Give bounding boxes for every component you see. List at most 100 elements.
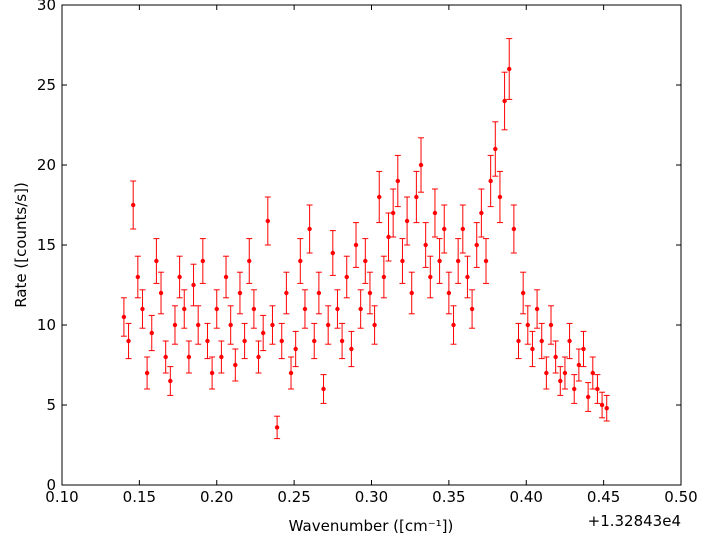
data-point <box>158 290 164 296</box>
data-point <box>233 362 238 368</box>
data-point <box>205 338 210 344</box>
data-point <box>418 162 424 168</box>
data-point <box>363 258 368 264</box>
data-point <box>386 234 391 240</box>
data-point <box>381 274 387 280</box>
x-axis-label: Wavenumber ([cm⁻¹]) <box>289 517 454 535</box>
data-point <box>590 370 595 376</box>
data-point <box>585 394 591 400</box>
data-point <box>172 322 178 328</box>
data-point <box>534 306 540 312</box>
data-point <box>321 386 326 392</box>
data-point <box>330 250 336 256</box>
data-point <box>339 338 345 344</box>
data-point <box>191 282 196 288</box>
data-point <box>195 322 201 328</box>
data-point <box>200 258 206 264</box>
data-point <box>465 274 470 280</box>
data-point <box>483 258 489 264</box>
y-tick-label: 15 <box>37 236 56 254</box>
data-point <box>372 322 377 328</box>
x-tick-label: 0.50 <box>664 488 697 506</box>
data-point <box>442 226 447 232</box>
data-point <box>260 330 266 336</box>
data-point <box>325 322 331 328</box>
data-point <box>572 386 577 392</box>
data-point <box>581 346 586 352</box>
data-point <box>437 258 442 264</box>
data-point <box>121 314 127 320</box>
data-point <box>349 346 354 352</box>
x-tick-label: 0.20 <box>200 488 233 506</box>
data-point <box>599 402 605 408</box>
data-point <box>126 338 131 344</box>
data-point <box>242 338 247 344</box>
data-point <box>270 322 275 328</box>
data-point <box>288 370 294 376</box>
data-point <box>539 338 544 344</box>
data-point <box>400 258 405 264</box>
data-point <box>298 258 303 264</box>
data-point <box>168 378 173 384</box>
y-tick-label: 25 <box>37 76 56 94</box>
data-point <box>228 322 233 328</box>
data-point <box>219 354 224 360</box>
x-tick-label: 0.40 <box>510 488 543 506</box>
data-point <box>274 425 280 430</box>
x-tick-label: 0.45 <box>587 488 620 506</box>
x-tick-label: 0.30 <box>355 488 388 506</box>
data-point <box>135 274 141 280</box>
data-point <box>247 258 252 264</box>
y-tick-label: 20 <box>37 156 56 174</box>
x-offset-label: +1.32843e4 <box>588 512 681 530</box>
data-point <box>502 98 507 104</box>
data-point <box>353 242 359 248</box>
data-point <box>455 258 461 264</box>
data-point <box>553 354 558 360</box>
data-point <box>256 354 261 360</box>
data-point <box>186 354 192 360</box>
data-point <box>530 346 535 352</box>
data-point <box>479 210 484 216</box>
data-point <box>367 290 373 296</box>
data-point <box>163 354 168 360</box>
data-point <box>409 290 414 296</box>
data-point <box>284 290 289 296</box>
data-point <box>154 258 159 264</box>
data-point <box>460 226 466 232</box>
data-point <box>516 338 521 344</box>
data-point <box>474 242 479 248</box>
y-axis-label: Rate ([counts/s]) <box>12 182 30 308</box>
data-point <box>223 274 229 280</box>
data-point <box>511 226 517 232</box>
data-point <box>377 194 382 200</box>
data-point <box>428 274 433 280</box>
data-point <box>423 242 428 248</box>
data-point <box>335 306 340 312</box>
data-point <box>265 218 271 224</box>
data-point <box>358 306 363 312</box>
data-point <box>576 362 582 368</box>
x-tick-label: 0.25 <box>277 488 310 506</box>
y-tick-label: 5 <box>46 396 56 414</box>
data-point <box>390 210 396 216</box>
data-point <box>316 290 322 296</box>
y-tick-label: 30 <box>37 0 56 14</box>
data-point <box>604 406 609 411</box>
data-point <box>562 370 568 376</box>
data-point <box>302 306 308 312</box>
data-point <box>182 306 187 312</box>
data-point <box>140 306 145 312</box>
data-point <box>144 370 150 376</box>
data-point <box>404 218 410 224</box>
data-point <box>395 178 401 184</box>
data-point <box>507 66 512 72</box>
data-point <box>469 306 475 312</box>
data-point <box>251 306 257 312</box>
data-point <box>548 322 554 328</box>
data-point <box>209 370 215 376</box>
data-point <box>446 290 452 296</box>
data-point <box>451 322 456 328</box>
data-point <box>237 290 243 296</box>
data-point <box>279 338 284 344</box>
